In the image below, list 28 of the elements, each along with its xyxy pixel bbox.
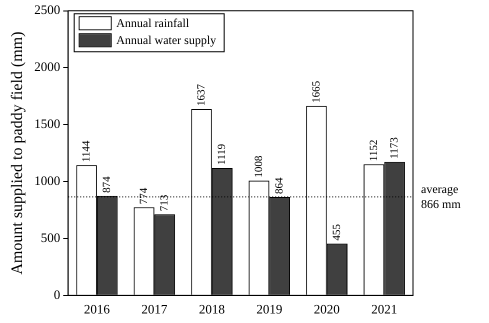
data-label: 455 [331, 224, 344, 241]
y-tick-label: 1500 [34, 116, 60, 132]
y-tick-label: 2000 [34, 59, 60, 74]
ref-line-label: average 866 mm [421, 182, 462, 211]
legend-label: Annual rainfall [116, 16, 190, 30]
data-label: 1008 [252, 155, 265, 178]
data-label: 774 [138, 187, 150, 204]
x-tick-label: 2018 [198, 302, 225, 317]
data-label: 874 [101, 176, 114, 193]
data-label: 864 [274, 177, 286, 194]
y-tick-label: 500 [40, 230, 60, 245]
data-label: 1173 [388, 136, 400, 159]
x-tick-label: 2017 [141, 302, 168, 317]
y-tick-label: 2500 [34, 2, 60, 18]
x-tick-label: 2020 [314, 302, 340, 317]
y-tick-label: 0 [54, 286, 60, 302]
data-label: 1144 [80, 140, 92, 162]
data-label: 1152 [368, 140, 380, 162]
y-tick-label: 1000 [34, 172, 60, 188]
x-tick-label: 2021 [371, 302, 398, 317]
x-tick-label: 2016 [84, 302, 110, 317]
data-label: 713 [158, 194, 171, 212]
x-tick-label: 2019 [256, 302, 282, 317]
y-axis-title: Amount supplied to paddy field (mm) [8, 32, 26, 275]
legend-label: Annual water supply [116, 32, 216, 47]
data-label: 1637 [195, 84, 208, 106]
data-label: 1665 [310, 80, 322, 103]
data-label: 1119 [216, 143, 228, 166]
